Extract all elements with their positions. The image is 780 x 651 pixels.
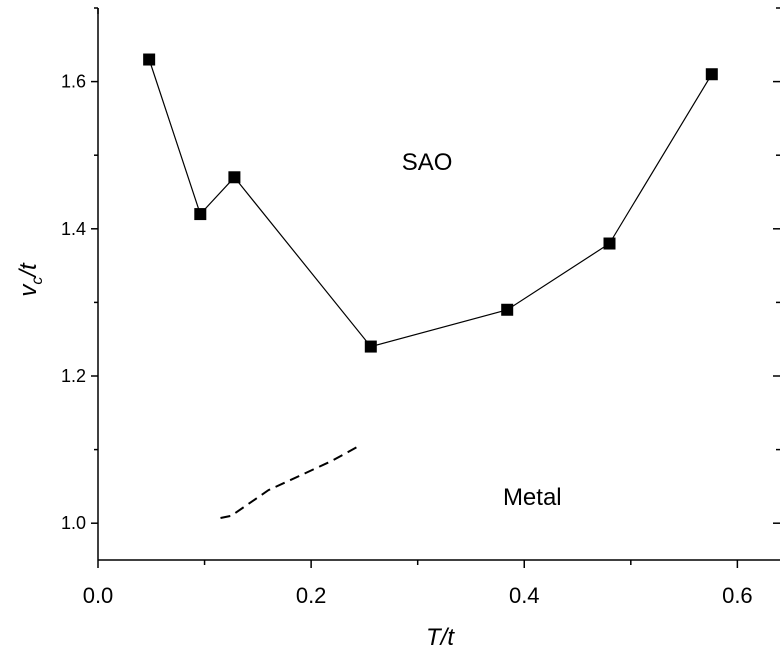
y-tick-label: 1.0 — [61, 513, 86, 533]
x-tick-label: 0.0 — [83, 583, 114, 608]
x-tick-label: 0.6 — [722, 583, 753, 608]
data-point-marker — [228, 171, 241, 184]
chart-ticks: 0.0 0.2 0.4 0.6 1.0 1.2 1.4 1.6 — [61, 7, 780, 608]
data-point-marker — [364, 340, 377, 353]
y-tick-label: 1.4 — [61, 219, 86, 239]
data-point-marker — [603, 237, 616, 250]
chart-series — [143, 53, 718, 519]
y-axis-title-tail: /t — [15, 262, 42, 279]
y-tick-label: 1.2 — [61, 366, 86, 386]
chart-annotations: SAO Metal — [402, 149, 562, 511]
y-axis-title-main: v — [15, 283, 42, 297]
chart-axes — [97, 8, 780, 561]
x-tick-label: 0.4 — [509, 583, 540, 608]
metal-region-label: Metal — [503, 484, 562, 511]
y-axis-title: vc/t — [15, 262, 46, 297]
data-point-marker — [143, 53, 156, 66]
dashed-boundary-line — [220, 445, 360, 519]
y-tick-label: 1.6 — [61, 72, 86, 92]
data-point-marker — [705, 68, 718, 81]
x-axis-title: T/t — [426, 624, 455, 651]
sao-region-label: SAO — [402, 149, 453, 176]
y-axis-title-subscript: c — [29, 277, 46, 285]
sao-boundary-line — [148, 59, 713, 348]
data-point-marker — [501, 303, 514, 316]
data-point-marker — [194, 208, 207, 221]
x-tick-label: 0.2 — [296, 583, 327, 608]
